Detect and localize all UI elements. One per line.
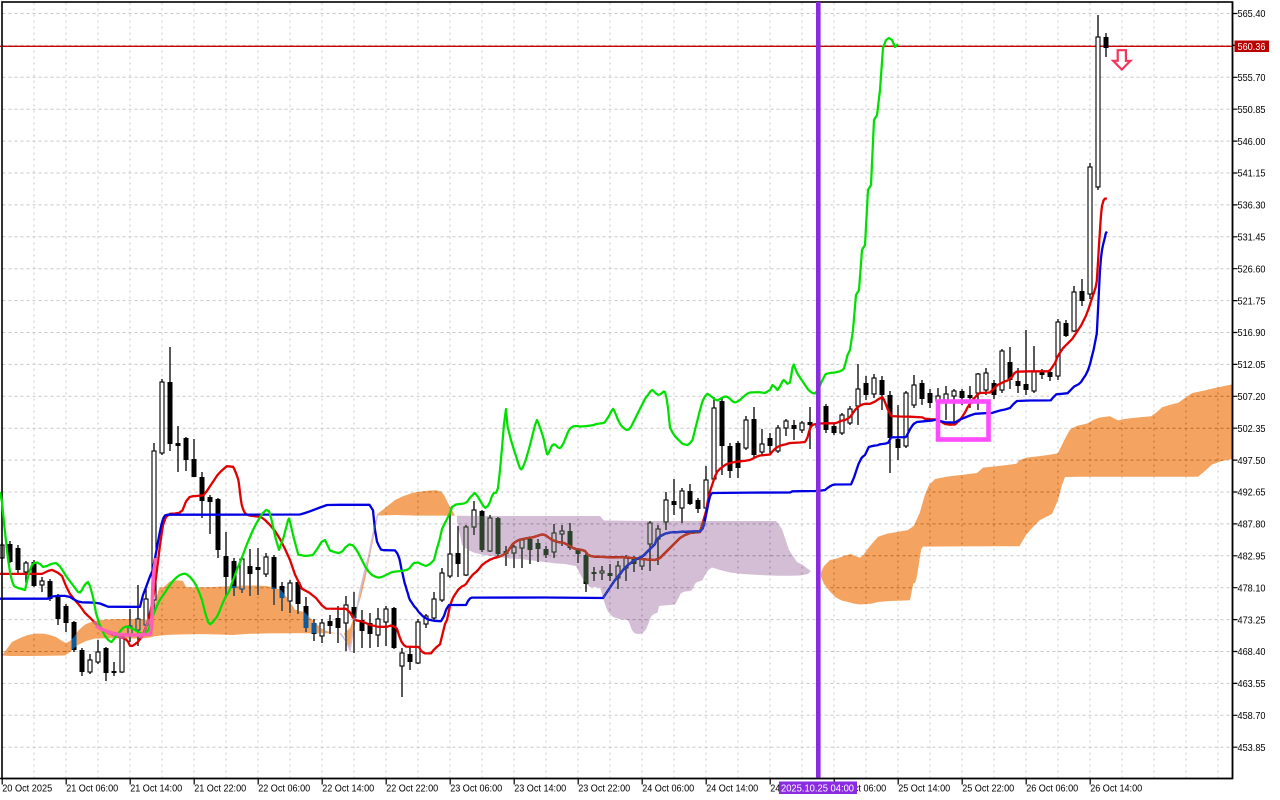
svg-text:21 Oct 06:00: 21 Oct 06:00 <box>66 784 118 795</box>
svg-text:22 Oct 14:00: 22 Oct 14:00 <box>322 784 374 795</box>
svg-text:560.36: 560.36 <box>1238 42 1266 53</box>
svg-text:463.55: 463.55 <box>1238 679 1266 690</box>
svg-text:526.60: 526.60 <box>1238 264 1266 275</box>
svg-text:546.00: 546.00 <box>1238 137 1266 148</box>
svg-text:26 Oct 14:00: 26 Oct 14:00 <box>1090 784 1142 795</box>
svg-text:507.20: 507.20 <box>1238 392 1266 403</box>
svg-text:541.15: 541.15 <box>1238 169 1266 180</box>
svg-text:482.95: 482.95 <box>1238 552 1266 563</box>
svg-text:22 Oct 22:00: 22 Oct 22:00 <box>386 784 438 795</box>
svg-text:531.45: 531.45 <box>1238 233 1266 244</box>
svg-text:24 Oct 06:00: 24 Oct 06:00 <box>642 784 694 795</box>
svg-text:468.40: 468.40 <box>1238 647 1266 658</box>
svg-text:23 Oct 14:00: 23 Oct 14:00 <box>514 784 566 795</box>
svg-text:512.05: 512.05 <box>1238 360 1266 371</box>
svg-text:22 Oct 06:00: 22 Oct 06:00 <box>258 784 310 795</box>
svg-text:21 Oct 14:00: 21 Oct 14:00 <box>130 784 182 795</box>
svg-text:516.90: 516.90 <box>1238 328 1266 339</box>
svg-text:550.85: 550.85 <box>1238 105 1266 116</box>
svg-text:2025.10.25 04:00: 2025.10.25 04:00 <box>781 784 854 795</box>
svg-text:473.25: 473.25 <box>1238 615 1266 626</box>
svg-text:478.10: 478.10 <box>1238 583 1266 594</box>
svg-text:502.35: 502.35 <box>1238 424 1266 435</box>
svg-text:25 Oct 06:00: 25 Oct 06:00 <box>834 784 886 795</box>
svg-text:497.50: 497.50 <box>1238 456 1266 467</box>
svg-text:492.65: 492.65 <box>1238 488 1266 499</box>
svg-text:26 Oct 06:00: 26 Oct 06:00 <box>1026 784 1078 795</box>
svg-text:521.75: 521.75 <box>1238 296 1266 307</box>
svg-text:555.70: 555.70 <box>1238 73 1266 84</box>
svg-text:565.40: 565.40 <box>1238 9 1266 20</box>
svg-text:453.85: 453.85 <box>1238 743 1266 754</box>
svg-text:25 Oct 22:00: 25 Oct 22:00 <box>962 784 1014 795</box>
svg-text:23 Oct 22:00: 23 Oct 22:00 <box>578 784 630 795</box>
svg-text:23 Oct 06:00: 23 Oct 06:00 <box>450 784 502 795</box>
svg-text:21 Oct 22:00: 21 Oct 22:00 <box>194 784 246 795</box>
svg-text:25 Oct 14:00: 25 Oct 14:00 <box>898 784 950 795</box>
svg-text:458.70: 458.70 <box>1238 711 1266 722</box>
svg-text:536.30: 536.30 <box>1238 201 1266 212</box>
svg-text:20 Oct 2025: 20 Oct 2025 <box>2 784 52 795</box>
svg-text:24 Oct 14:00: 24 Oct 14:00 <box>706 784 758 795</box>
svg-text:487.80: 487.80 <box>1238 520 1266 531</box>
